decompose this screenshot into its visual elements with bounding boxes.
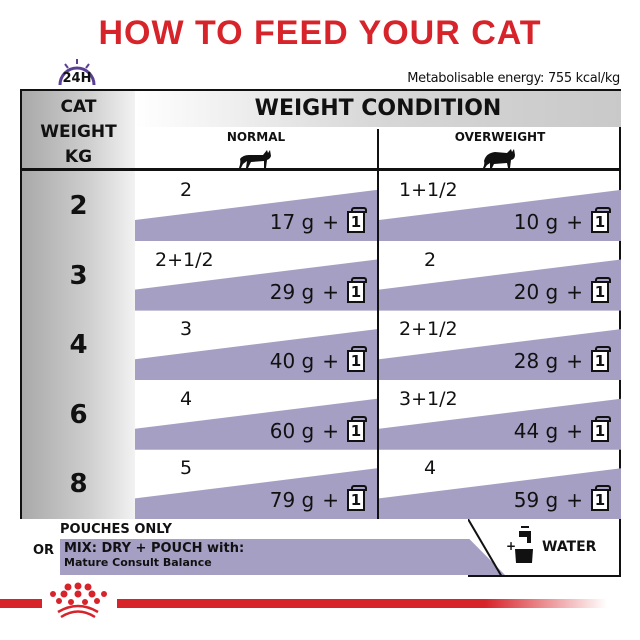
plus-sign: + xyxy=(566,279,583,304)
normal-header: NORMAL xyxy=(135,127,377,169)
weight-condition-header: WEIGHT CONDITION xyxy=(135,91,621,127)
pouch-icon: 1 xyxy=(347,346,367,373)
dry-portion: 44 g + 1 xyxy=(513,415,611,443)
dry-portion: 20 g + 1 xyxy=(513,276,611,304)
weight-value: 3 xyxy=(69,260,88,291)
water-tap-bowl-icon xyxy=(515,526,533,563)
energy-text: Metabolisable energy: 755 kcal/kg xyxy=(407,71,620,86)
weight-column-header: CAT WEIGHT KG xyxy=(22,95,135,170)
royal-canin-crown-logo xyxy=(50,582,107,619)
plus-sign: + xyxy=(566,210,583,234)
grams: 20 g xyxy=(513,279,559,304)
clock-label: 24H xyxy=(62,71,92,86)
feeding-table: CAT WEIGHT KG WEIGHT CONDITION NORMAL OV… xyxy=(20,89,621,520)
grams: 29 g xyxy=(269,279,315,304)
overweight-cell: 2+1/2 28 g + 1 xyxy=(379,310,621,381)
normal-cell: 2+1/2 29 g + 1 xyxy=(135,241,377,311)
pouch-icon: 1 xyxy=(591,346,611,373)
pouch-count: 2 xyxy=(180,179,193,201)
dry-portion: 40 g + 1 xyxy=(269,346,367,374)
page-title: HOW TO FEED YOUR CAT xyxy=(98,14,542,52)
header-kg: KG xyxy=(64,147,93,167)
overweight-cell: 4 59 g + 1 xyxy=(379,449,621,520)
dry-portion: 28 g + 1 xyxy=(513,346,611,374)
dry-portion: 10 g + 1 xyxy=(513,207,611,234)
weight-value: 2 xyxy=(69,191,88,221)
dry-portion: 29 g + 1 xyxy=(269,276,367,304)
pouch-count: 4 xyxy=(180,387,193,410)
dry-portion: 17 g + 1 xyxy=(269,207,367,234)
overweight-cat-icon xyxy=(483,149,515,168)
grams: 40 g xyxy=(269,349,315,374)
or-label: OR xyxy=(33,543,55,558)
pouch-count: 2+1/2 xyxy=(155,248,214,271)
grams: 79 g xyxy=(269,488,315,513)
pouches-only: POUCHES ONLY xyxy=(60,522,172,537)
header-cat: CAT xyxy=(60,97,97,117)
pouch-icon: 1 xyxy=(347,276,367,303)
column-divider xyxy=(377,129,379,519)
pouch-icon: 1 xyxy=(591,276,611,303)
weight-value: 6 xyxy=(69,399,88,430)
overweight-cell: 1+1/2 10 g + 1 xyxy=(379,171,621,241)
pouch-count: 4 xyxy=(424,457,437,480)
plus-sign: + xyxy=(322,418,339,443)
mix-box: MIX: DRY + POUCH with: Mature Consult Ba… xyxy=(60,539,505,575)
water-plus: + xyxy=(506,539,517,553)
weight-column xyxy=(22,91,135,519)
grams: 10 g xyxy=(513,210,559,234)
product-name: Mature Consult Balance xyxy=(64,556,212,569)
grams: 60 g xyxy=(269,418,315,443)
normal-cell: 5 79 g + 1 xyxy=(135,449,377,520)
brand-bar-right xyxy=(117,599,607,608)
pouch-icon: 1 xyxy=(591,207,611,233)
pouch-icon: 1 xyxy=(591,485,611,512)
overweight-header: OVERWEIGHT xyxy=(379,127,621,169)
pouch-icon: 1 xyxy=(347,415,367,442)
plus-sign: + xyxy=(322,488,339,513)
plus-sign: + xyxy=(322,349,339,374)
footer-options: POUCHES ONLY OR MIX: DRY + POUCH with: M… xyxy=(0,519,640,579)
normal-cat-icon xyxy=(239,150,271,168)
overweight-cell: 3+1/2 44 g + 1 xyxy=(379,380,621,450)
pouch-icon: 1 xyxy=(347,485,367,512)
pouch-count: 3+1/2 xyxy=(399,387,458,410)
grams: 17 g xyxy=(269,210,315,234)
weight-value: 8 xyxy=(69,469,88,500)
header-weight: WEIGHT xyxy=(40,122,117,142)
normal-cell: 3 40 g + 1 xyxy=(135,310,377,381)
pouch-count: 5 xyxy=(180,457,193,480)
dry-portion: 60 g + 1 xyxy=(269,415,367,443)
normal-cell: 2 17 g + 1 xyxy=(135,171,377,241)
plus-sign: + xyxy=(566,488,583,513)
pouch-count: 2 xyxy=(424,248,437,271)
weight-value: 4 xyxy=(69,330,88,361)
mix-label: MIX: DRY + POUCH with: xyxy=(64,541,245,556)
pouch-icon: 1 xyxy=(591,415,611,442)
plus-sign: + xyxy=(566,418,583,443)
dry-portion: 59 g + 1 xyxy=(513,485,611,513)
plus-sign: + xyxy=(322,210,339,234)
brand-bar-left xyxy=(0,599,42,608)
grams: 59 g xyxy=(513,488,559,513)
water-label: WATER xyxy=(542,539,597,555)
pouch-icon: 1 xyxy=(347,207,367,233)
pouch-count: 2+1/2 xyxy=(399,318,458,341)
pouch-count: 1+1/2 xyxy=(399,179,458,201)
grams: 44 g xyxy=(513,418,559,443)
overweight-label: OVERWEIGHT xyxy=(454,130,546,144)
normal-cell: 4 60 g + 1 xyxy=(135,380,377,450)
dry-portion: 79 g + 1 xyxy=(269,485,367,513)
header-divider xyxy=(22,168,621,171)
plus-sign: + xyxy=(322,279,339,304)
overweight-cell: 2 20 g + 1 xyxy=(379,241,621,311)
normal-label: NORMAL xyxy=(226,130,286,144)
plus-sign: + xyxy=(566,349,583,374)
grams: 28 g xyxy=(513,349,559,374)
water-box: + WATER xyxy=(468,519,621,577)
clock-24h-icon: 24H xyxy=(52,55,102,91)
pouch-count: 3 xyxy=(180,318,193,341)
